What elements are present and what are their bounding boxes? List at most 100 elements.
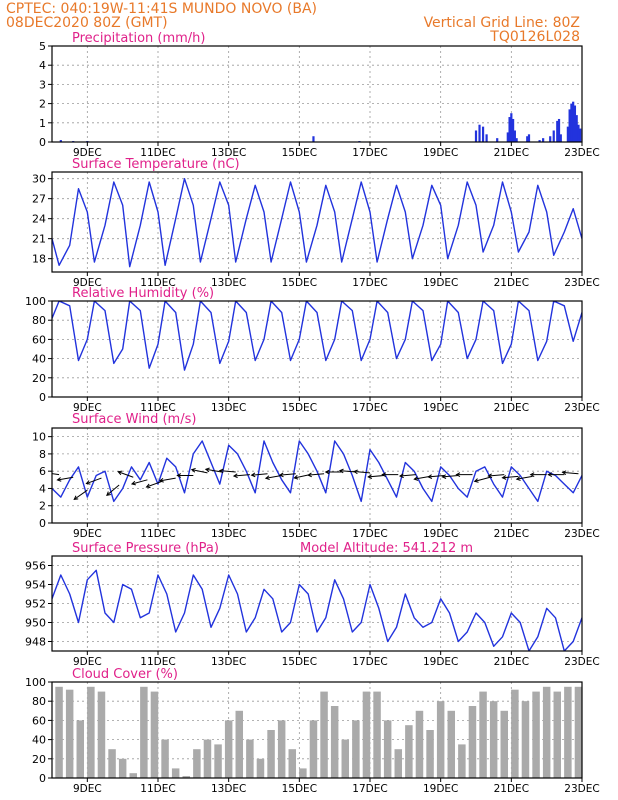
wind-vector-shaft bbox=[414, 475, 431, 480]
precip-bar bbox=[549, 136, 552, 142]
wind-vector-shaft bbox=[474, 476, 491, 482]
precip-bar bbox=[559, 134, 562, 142]
precipitation-xtick-label: 21DEC bbox=[494, 147, 529, 159]
precip-bar bbox=[515, 138, 518, 142]
wind-vector-shaft bbox=[354, 471, 371, 474]
cloud-bar bbox=[161, 739, 169, 778]
cloud-bar bbox=[299, 768, 307, 778]
temperature-ytick-label: 24 bbox=[32, 213, 46, 226]
precip-bar bbox=[481, 126, 485, 142]
cloud-xtick-label: 23DEC bbox=[564, 783, 599, 795]
wind-vector-head bbox=[561, 470, 567, 476]
humidity-xtick-label: 21DEC bbox=[494, 402, 529, 414]
wind-xtick-label: 13DEC bbox=[211, 528, 246, 540]
cloud-bar bbox=[521, 701, 530, 778]
wind-xtick-label: 19DEC bbox=[423, 528, 458, 540]
wind-vector bbox=[85, 477, 102, 485]
humidity-xtick-label: 9DEC bbox=[73, 402, 102, 414]
wind-ytick-label: 2 bbox=[39, 500, 46, 513]
cloud-title: Cloud Cover (%) bbox=[72, 667, 178, 682]
cloud-bar bbox=[511, 689, 519, 778]
wind-vector-head bbox=[232, 473, 238, 479]
humidity-ytick-label: 40 bbox=[32, 353, 46, 366]
cloud-bar bbox=[118, 758, 127, 778]
wind-ytick-label: 6 bbox=[39, 465, 46, 478]
humidity-ytick-label: 60 bbox=[32, 333, 46, 346]
humidity-xtick-label: 23DEC bbox=[564, 402, 599, 414]
cloud-xtick-label: 21DEC bbox=[494, 783, 529, 795]
cloud-ytick-label: 100 bbox=[25, 676, 46, 689]
cloud-bar bbox=[246, 739, 254, 778]
wind-vector-shaft bbox=[219, 470, 236, 473]
wind-xtick-label: 23DEC bbox=[564, 528, 599, 540]
wind-vector-head bbox=[293, 474, 299, 480]
pressure-xtick-label: 19DEC bbox=[423, 656, 458, 668]
cloud-bar bbox=[436, 701, 445, 778]
cloud-bar bbox=[76, 720, 85, 778]
precip-bar bbox=[568, 109, 571, 142]
header-location: CPTEC: 040:19W-11:41S MUNDO NOVO (BA) bbox=[6, 1, 317, 17]
humidity-panel: 0 20 40 60 80 100 9DEC 11DEC 13DEC 15DEC 17DEC 19DE… bbox=[25, 295, 600, 414]
precipitation-ytick-label: 5 bbox=[39, 40, 46, 53]
wind-vector-head bbox=[190, 467, 196, 473]
temperature-ytick-label: 18 bbox=[32, 253, 46, 266]
wind-vector-shaft bbox=[159, 477, 176, 482]
wind-vector bbox=[190, 467, 208, 474]
wind-vector-shaft bbox=[502, 475, 519, 479]
temperature-panel: 18 21 24 27 30 9DEC 11DEC 13DEC 15DEC 17DEC 19DEC 2… bbox=[32, 171, 600, 289]
precipitation-xtick-label: 13DEC bbox=[211, 147, 246, 159]
cloud-bar bbox=[267, 730, 275, 778]
wind-vector-head bbox=[353, 469, 358, 475]
wind-xtick-label: 21DEC bbox=[494, 528, 529, 540]
wind-vector-shaft bbox=[516, 475, 533, 480]
cloud-bar bbox=[383, 720, 392, 778]
pressure-ytick-label: 954 bbox=[25, 579, 46, 592]
cloud-bar bbox=[256, 758, 265, 778]
wind-vector-shaft bbox=[265, 475, 282, 479]
temperature-data bbox=[52, 177, 582, 268]
precip-bar bbox=[556, 120, 559, 142]
pressure-xtick-label: 13DEC bbox=[211, 656, 246, 668]
humidity-xtick-label: 17DEC bbox=[352, 402, 387, 414]
wind-vector-head bbox=[529, 472, 535, 477]
wind-vector-head bbox=[204, 467, 210, 473]
cloud-bar bbox=[415, 710, 424, 778]
wind-vector-head bbox=[367, 474, 373, 479]
precipitation-xtick-label: 19DEC bbox=[423, 147, 458, 159]
wind-vector-shaft bbox=[131, 479, 148, 485]
precipitation-xtick-label: 11DEC bbox=[140, 147, 175, 159]
header-model: TQ0126L028 bbox=[489, 29, 580, 45]
wind-vector bbox=[264, 475, 282, 481]
wind-vector bbox=[501, 475, 519, 480]
temperature-title: Surface Temperature (nC) bbox=[72, 157, 240, 172]
precipitation-ytick-label: 4 bbox=[39, 59, 46, 72]
temperature-xtick-label: 19DEC bbox=[423, 277, 458, 289]
model-altitude-note: Model Altitude: 541.212 m bbox=[300, 541, 473, 556]
cloud-bar bbox=[426, 730, 434, 778]
cloud-ytick-label: 0 bbox=[39, 772, 46, 785]
wind-vector-shaft bbox=[233, 474, 250, 477]
wind-vector-shaft bbox=[205, 468, 222, 473]
wind-title: Surface Wind (m/s) bbox=[72, 412, 196, 427]
wind-vector bbox=[561, 470, 579, 476]
wind-vector bbox=[398, 473, 416, 479]
wind-vector-head bbox=[145, 483, 151, 489]
humidity-xtick-label: 15DEC bbox=[282, 402, 317, 414]
precipitation-ytick-label: 2 bbox=[39, 98, 46, 111]
wind-vector-head bbox=[307, 472, 312, 478]
wind-vector-head bbox=[398, 473, 404, 479]
cloud-xtick-label: 17DEC bbox=[352, 783, 387, 795]
wind-vector-head bbox=[56, 477, 62, 482]
precip-bar bbox=[538, 140, 541, 142]
wind-vector-head bbox=[218, 468, 224, 474]
temperature-xtick-label: 17DEC bbox=[352, 277, 387, 289]
cloud-ytick-label: 60 bbox=[32, 714, 46, 727]
precip-bar bbox=[573, 105, 577, 142]
cloud-bar bbox=[574, 686, 582, 778]
wind-vector bbox=[487, 473, 505, 479]
cloud-bar bbox=[235, 710, 244, 778]
cloud-bar bbox=[214, 744, 222, 778]
wind-vector bbox=[218, 468, 236, 474]
pressure-ytick-label: 950 bbox=[25, 617, 46, 630]
wind-vector-shaft bbox=[251, 473, 268, 476]
